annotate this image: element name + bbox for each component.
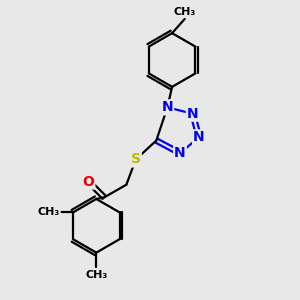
Text: O: O [82, 175, 94, 189]
Text: S: S [131, 152, 141, 167]
Text: CH₃: CH₃ [174, 7, 196, 17]
Text: N: N [174, 146, 186, 160]
Text: N: N [162, 100, 173, 114]
Text: N: N [187, 107, 198, 121]
Text: N: N [193, 130, 205, 144]
Text: CH₃: CH₃ [85, 270, 107, 280]
Text: CH₃: CH₃ [38, 207, 60, 218]
